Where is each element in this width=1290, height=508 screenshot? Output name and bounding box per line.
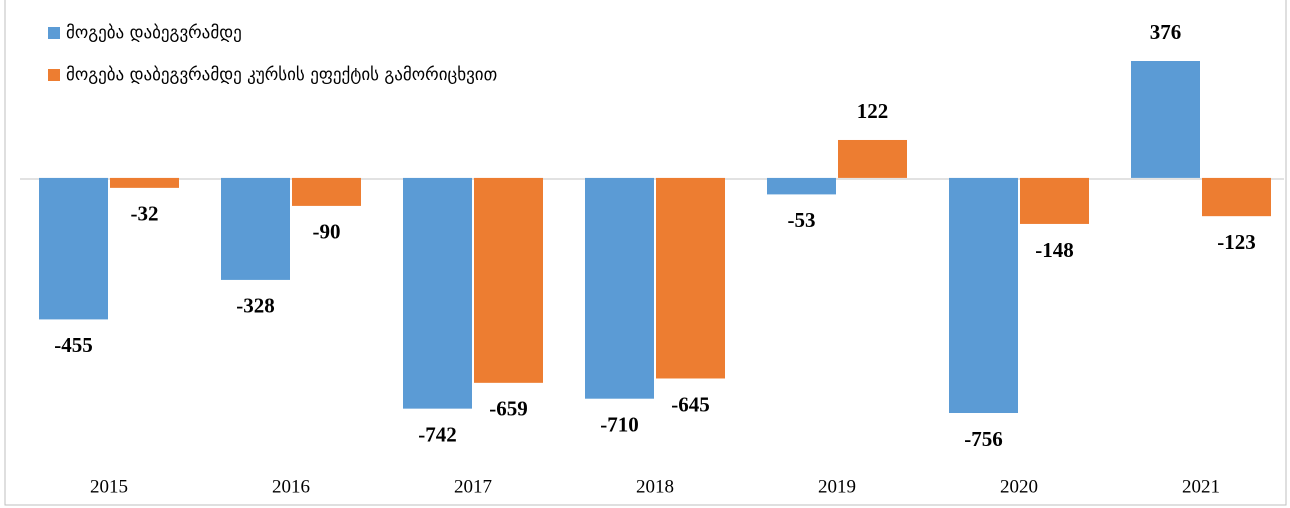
x-tick-label: 2019 — [818, 476, 856, 497]
data-label: -710 — [600, 413, 639, 437]
legend-swatch — [48, 27, 60, 39]
data-label: 376 — [1150, 20, 1182, 44]
bar — [403, 177, 472, 409]
data-label: -328 — [236, 294, 275, 318]
data-label: -659 — [489, 397, 528, 421]
x-tick-label: 2018 — [636, 476, 674, 497]
bar — [474, 177, 543, 383]
data-label: -742 — [418, 422, 457, 446]
bar — [39, 177, 108, 320]
data-label: -148 — [1035, 238, 1074, 262]
bar — [767, 177, 836, 195]
x-tick-label: 2015 — [90, 476, 128, 497]
x-tick-label: 2016 — [272, 476, 310, 497]
data-label: -455 — [54, 333, 93, 357]
data-label: -123 — [1217, 230, 1256, 254]
legend-label: მოგება დაბეგვრამდე — [66, 23, 242, 43]
bar — [838, 139, 907, 178]
bar — [1020, 177, 1089, 224]
data-label: -53 — [788, 208, 816, 232]
data-label: 122 — [857, 99, 889, 123]
bar — [656, 177, 725, 379]
bar — [585, 177, 654, 399]
x-tick-label: 2021 — [1182, 476, 1220, 497]
data-label: -756 — [964, 427, 1003, 451]
data-label: -32 — [131, 202, 159, 226]
bar — [292, 177, 361, 206]
legend-swatch — [48, 69, 60, 81]
data-label: -645 — [671, 392, 710, 416]
bar — [1131, 61, 1200, 178]
bar — [221, 177, 290, 280]
x-tick-label: 2020 — [1000, 476, 1038, 497]
bar — [1202, 177, 1271, 217]
bar — [949, 177, 1018, 413]
x-tick-label: 2017 — [454, 476, 492, 497]
legend-label: მოგება დაბეგვრამდე კურსის ეფექტის გამორი… — [66, 65, 497, 85]
bar — [110, 177, 179, 188]
data-label: -90 — [313, 220, 341, 244]
